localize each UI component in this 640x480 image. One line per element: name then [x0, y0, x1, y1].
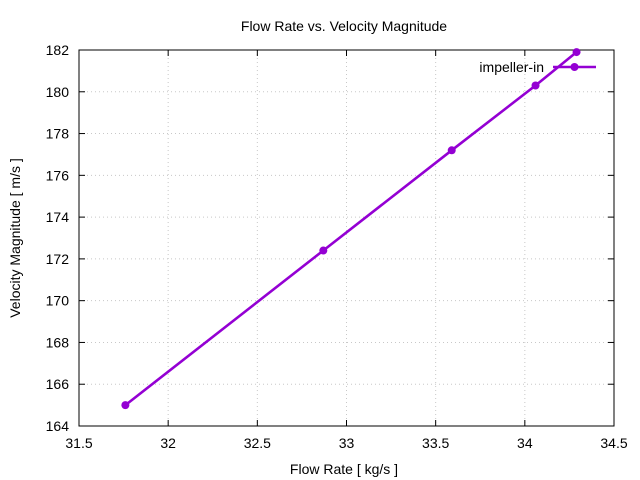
x-tick-label: 34	[517, 435, 533, 451]
x-axis-title: Flow Rate [ kg/s ]	[290, 461, 398, 477]
legend: impeller-in	[479, 59, 596, 75]
y-tick-label: 166	[46, 376, 70, 392]
y-tick-label: 170	[46, 293, 70, 309]
x-tick-label: 32	[160, 435, 176, 451]
data-point	[572, 48, 581, 57]
data-point	[319, 246, 328, 255]
plot-frame	[78, 49, 615, 427]
legend-marker	[570, 63, 579, 71]
x-tick-label: 31.5	[65, 435, 92, 451]
x-tick-label: 33	[339, 435, 355, 451]
y-tick-label: 164	[46, 418, 70, 434]
y-tick-label: 178	[46, 126, 70, 142]
y-tick-labels: 164 166 168 170 172 174 176 178 180 182	[46, 42, 70, 434]
y-tick-label: 182	[46, 42, 70, 58]
y-tick-label: 176	[46, 167, 70, 183]
legend-label: impeller-in	[479, 59, 544, 75]
x-tick-label: 32.5	[244, 435, 271, 451]
y-tick-label: 168	[46, 334, 70, 350]
x-tick-labels: 31.5 32 32.5 33 33.5 34 34.5	[65, 435, 627, 451]
series-layer	[121, 48, 581, 410]
x-tick-label: 33.5	[422, 435, 449, 451]
grid	[79, 50, 614, 426]
chart-title: Flow Rate vs. Velocity Magnitude	[241, 18, 447, 34]
data-point	[121, 401, 130, 410]
x-tick-label: 34.5	[600, 435, 627, 451]
data-point	[447, 146, 456, 155]
y-tick-label: 180	[46, 84, 70, 100]
y-tick-label: 172	[46, 251, 70, 267]
y-tick-label: 174	[46, 209, 70, 225]
y-axis-title: Velocity Magnitude [ m/s ]	[7, 158, 23, 318]
data-point	[531, 81, 540, 90]
